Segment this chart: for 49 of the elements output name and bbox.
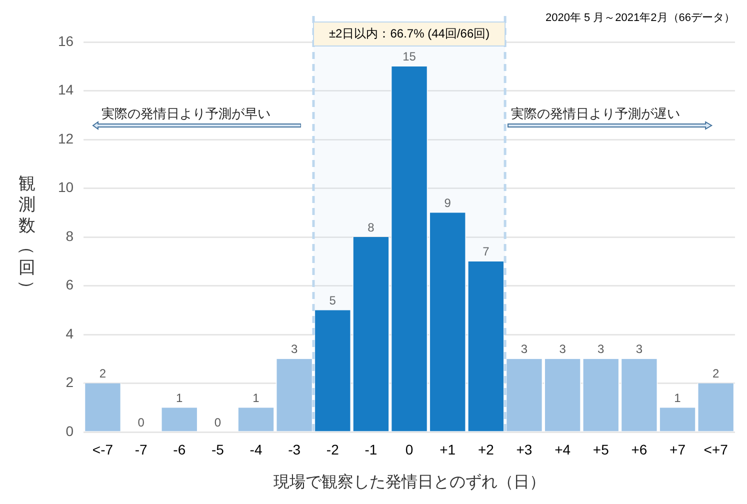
data-label: 1 [252,390,260,405]
data-label: 15 [402,50,416,64]
x-tick-label: <-7 [92,441,114,458]
x-tick-label: -3 [288,441,301,458]
data-label: 7 [482,244,490,259]
y-axis-title: 観測数（回） [16,173,38,299]
x-tick-label: <+7 [704,441,728,458]
data-label: 3 [559,342,566,356]
band-label: ±2日以内：66.7% (44回/66回) [328,26,490,40]
data-label: 0 [138,415,145,430]
data-label: 2 [99,366,106,381]
data-label: 3 [636,342,643,356]
data-label: 2 [712,366,720,381]
y-tick-label: 10 [58,179,74,196]
x-tick-label: -4 [250,441,262,458]
y-tick-label: 2 [66,374,74,390]
y-tick-label: 4 [66,325,74,342]
y-tick-label: 0 [66,422,74,439]
y-tick-label: 14 [58,82,74,98]
x-tick-label: +5 [592,441,610,458]
data-label: 3 [598,342,605,356]
y-tick-label: 12 [58,130,74,146]
data-label: 3 [520,342,528,356]
x-tick-label: 0 [405,441,414,458]
x-axis-title: 現場で観察した発情日とのずれ（日） [273,472,546,491]
x-tick-label: +7 [670,441,686,458]
data-label: 8 [368,220,375,234]
data-label: 5 [329,293,336,308]
text: 2020年 5 月～2021年2月（66データ） [545,11,735,25]
x-tick-label: +1 [440,441,456,458]
data-label: 0 [214,415,222,430]
x-tick-label: +6 [631,441,648,458]
data-label: 1 [176,390,184,405]
annotation: 実際の発情日より予測が遅い [511,104,680,123]
y-tick-label: 8 [66,228,74,244]
data-label: 9 [444,196,452,210]
y-tick-label: 16 [58,32,74,49]
x-tick-label: -5 [211,441,224,458]
x-tick-label: +4 [554,441,571,458]
y-tick-label: 6 [66,276,74,293]
x-tick-label: +2 [478,441,494,458]
x-tick-label: +3 [516,441,532,458]
data-label: 3 [290,342,298,356]
x-tick-label: -1 [364,441,378,458]
x-tick-label: -2 [326,441,340,458]
annotation: 実際の発情日より予測が早い [102,104,271,123]
x-tick-label: -6 [173,441,186,458]
x-tick-label: -7 [134,441,148,458]
data-label: 1 [674,390,682,405]
